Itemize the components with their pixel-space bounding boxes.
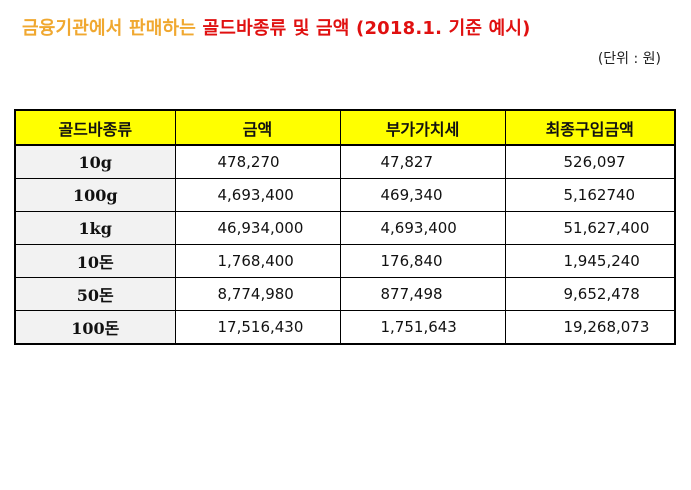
cell-amount: 46,934,000 <box>174 211 341 245</box>
cell-kind: 10돈 <box>14 244 176 278</box>
page-title: 금융기관에서 판매하는 골드바종류 및 금액 (2018.1. 기준 예시) <box>22 14 531 40</box>
cell-vat: 469,340 <box>339 178 506 212</box>
table-row: 100g 4,693,400 469,340 5,162740 <box>14 178 676 212</box>
title-prefix: 금융기관에서 판매하는 <box>22 18 203 39</box>
unit-label: (단위 : 원) <box>597 51 661 67</box>
header-vat: 부가가치세 <box>339 109 506 146</box>
gold-bar-price-table: 골드바종류 금액 부가가치세 최종구입금액 10g 478,270 47,827… <box>14 109 676 345</box>
cell-vat: 176,840 <box>339 244 506 278</box>
cell-total: 526,097 <box>504 144 676 179</box>
header-total: 최종구입금액 <box>504 109 676 146</box>
cell-kind: 50돈 <box>14 277 176 311</box>
cell-total: 9,652,478 <box>504 277 676 311</box>
cell-vat: 47,827 <box>339 144 506 179</box>
cell-total: 1,945,240 <box>504 244 676 278</box>
cell-kind: 100g <box>14 178 176 212</box>
cell-amount: 17,516,430 <box>174 310 341 345</box>
cell-amount: 478,270 <box>174 144 341 179</box>
cell-vat: 1,751,643 <box>339 310 506 345</box>
cell-kind: 1kg <box>14 211 176 245</box>
cell-vat: 877,498 <box>339 277 506 311</box>
cell-kind: 100돈 <box>14 310 176 345</box>
cell-amount: 8,774,980 <box>174 277 341 311</box>
cell-total: 19,268,073 <box>504 310 676 345</box>
cell-vat: 4,693,400 <box>339 211 506 245</box>
table-row: 50돈 8,774,980 877,498 9,652,478 <box>14 277 676 311</box>
cell-amount: 1,768,400 <box>174 244 341 278</box>
table-row: 100돈 17,516,430 1,751,643 19,268,073 <box>14 310 676 345</box>
title-highlight: 골드바종류 및 금액 (2018.1. 기준 예시) <box>202 18 531 39</box>
header-amount: 금액 <box>174 109 341 146</box>
table-row: 10g 478,270 47,827 526,097 <box>14 144 676 179</box>
cell-total: 51,627,400 <box>504 211 676 245</box>
header-kind: 골드바종류 <box>14 109 176 146</box>
table-header-row: 골드바종류 금액 부가가치세 최종구입금액 <box>14 109 676 146</box>
cell-total: 5,162740 <box>504 178 676 212</box>
table-row: 10돈 1,768,400 176,840 1,945,240 <box>14 244 676 278</box>
table-row: 1kg 46,934,000 4,693,400 51,627,400 <box>14 211 676 245</box>
cell-kind: 10g <box>14 144 176 179</box>
cell-amount: 4,693,400 <box>174 178 341 212</box>
